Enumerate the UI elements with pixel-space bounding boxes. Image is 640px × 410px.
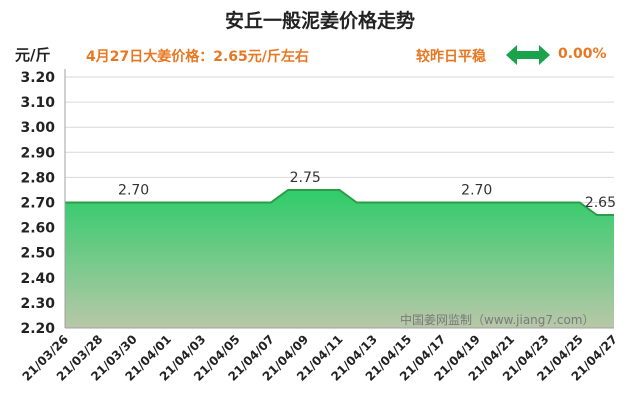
chart-title: 安丘一般泥姜价格走势: [224, 10, 415, 32]
y-tick-label: 2.70: [20, 196, 55, 212]
y-tick-label: 2.20: [20, 321, 55, 337]
y-tick-label: 3.10: [20, 95, 55, 111]
change-label: 较昨日平稳: [416, 49, 486, 65]
y-tick-label: 2.40: [20, 271, 55, 287]
x-axis-ticks: 21/03/2621/03/2821/03/3021/04/0121/04/03…: [20, 332, 621, 384]
change-value: 0.00%: [558, 46, 607, 62]
watermark: 中国姜网监制（www.jiang7.com）: [400, 313, 595, 327]
y-tick-label: 2.80: [20, 170, 55, 186]
y-unit-label: 元/斤: [15, 46, 51, 64]
y-tick-label: 2.60: [20, 221, 55, 237]
y-tick-label: 2.30: [20, 296, 55, 312]
series-line: [65, 188, 614, 217]
area-series: [65, 188, 614, 328]
y-tick-label: 3.00: [20, 120, 55, 136]
data-label: 2.70: [118, 183, 149, 199]
y-axis-ticks: 2.20 2.30 2.40 2.50 2.60 2.70 2.80 2.90 3.00 3.10…: [20, 70, 55, 337]
y-tick-label: 2.50: [20, 246, 55, 262]
y-tick-label: 3.20: [20, 70, 55, 86]
data-label: 2.70: [461, 183, 492, 199]
y-tick-label: 2.90: [20, 145, 55, 161]
axes: [64, 69, 614, 329]
price-note: 4月27日大姜价格：2.65元/斤左右: [86, 49, 309, 65]
data-label: 2.65: [585, 195, 616, 211]
data-labels: 2.70 2.75 2.70 2.65: [118, 170, 616, 211]
double-arrow-icon: [506, 45, 550, 65]
area-fill: [65, 189, 614, 328]
data-label: 2.75: [290, 170, 321, 186]
